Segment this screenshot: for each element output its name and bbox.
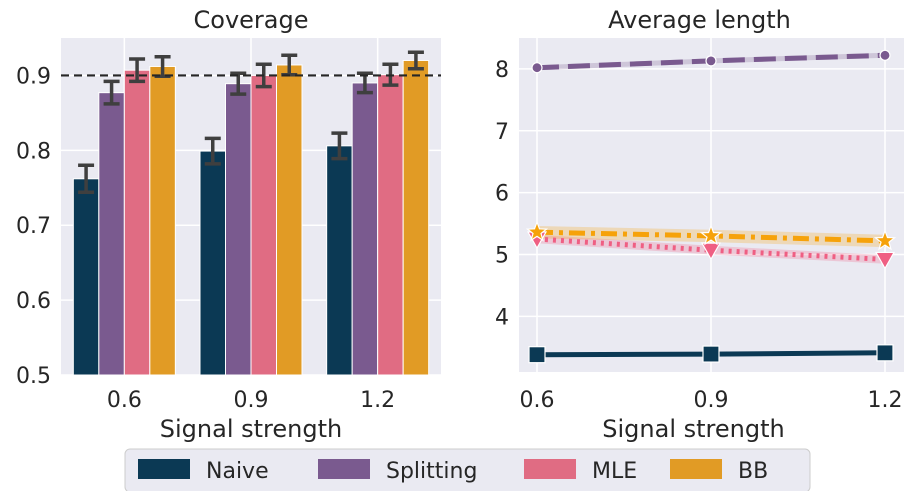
coverage-panel: 0.5 0.6 0.7 0.8 0.9 0.6 0.9 1.2 Coverage Signa… bbox=[16, 6, 441, 443]
length-marker-naive bbox=[702, 345, 720, 363]
legend-item-naive: Naive bbox=[138, 459, 269, 484]
coverage-bar-splitting bbox=[351, 82, 379, 376]
length-marker-splitting bbox=[705, 55, 717, 67]
length-marker-splitting bbox=[531, 62, 543, 74]
length-marker-bb bbox=[525, 220, 549, 242]
length-marker-bb bbox=[699, 224, 723, 246]
length-marker-naive bbox=[876, 344, 894, 362]
legend-swatch-naive bbox=[138, 459, 190, 479]
length-y-tick-label: 8 bbox=[495, 58, 509, 83]
coverage-x-label: Signal strength bbox=[160, 415, 342, 443]
coverage-bar-bb bbox=[149, 65, 176, 376]
length-title: Average length bbox=[608, 6, 791, 34]
length-y-tick-label: 7 bbox=[495, 120, 509, 145]
coverage-y-tick-label: 0.7 bbox=[16, 214, 51, 239]
length-x-tick-label: 0.6 bbox=[520, 388, 555, 413]
length-x-ticks: 0.6 0.9 1.2 bbox=[520, 388, 903, 413]
length-marker-naive bbox=[528, 346, 546, 364]
legend-label: Splitting bbox=[386, 459, 477, 484]
coverage-x-tick-label: 0.6 bbox=[107, 388, 142, 413]
coverage-y-ticks: 0.5 0.6 0.7 0.8 0.9 bbox=[16, 64, 51, 389]
length-x-tick-label: 0.9 bbox=[694, 388, 729, 413]
legend-swatch-splitting bbox=[318, 459, 370, 479]
coverage-bars bbox=[72, 59, 430, 376]
legend-label: Naive bbox=[206, 459, 269, 484]
coverage-bar-mle bbox=[123, 69, 151, 376]
length-marker-mle bbox=[874, 251, 896, 270]
coverage-bar-naive bbox=[326, 145, 353, 376]
coverage-y-tick-label: 0.6 bbox=[16, 289, 51, 314]
length-markers bbox=[525, 49, 897, 364]
length-x-tick-label: 1.2 bbox=[868, 388, 903, 413]
coverage-bar-splitting bbox=[98, 92, 125, 376]
legend-item-splitting: Splitting bbox=[318, 459, 477, 484]
coverage-bar-mle bbox=[250, 74, 277, 376]
legend-label: BB bbox=[738, 459, 768, 484]
coverage-x-ticks: 0.6 0.9 1.2 bbox=[107, 388, 395, 413]
legend-swatch-bb bbox=[670, 459, 722, 479]
length-line-mle bbox=[536, 236, 886, 262]
length-y-tick-label: 5 bbox=[495, 243, 509, 268]
length-y-ticks: 4 5 6 7 8 bbox=[495, 58, 509, 330]
coverage-bar-naive bbox=[199, 150, 226, 376]
length-marker-mle bbox=[700, 242, 722, 261]
coverage-y-tick-label: 0.5 bbox=[16, 364, 51, 389]
coverage-x-tick-label: 0.9 bbox=[234, 388, 269, 413]
coverage-y-tick-label: 0.8 bbox=[16, 139, 51, 164]
coverage-bar-bb bbox=[276, 64, 303, 376]
coverage-bar-bb bbox=[402, 59, 430, 376]
length-marker-splitting bbox=[879, 49, 891, 61]
length-y-tick-label: 4 bbox=[495, 305, 509, 330]
coverage-bar-mle bbox=[377, 74, 404, 376]
legend-item-bb: BB bbox=[670, 459, 768, 484]
coverage-bar-naive bbox=[72, 178, 100, 376]
length-panel: 4 5 6 7 8 0.6 0.9 1.2 Average length Signal st… bbox=[495, 6, 904, 443]
coverage-x-tick-label: 1.2 bbox=[360, 388, 395, 413]
legend-label: MLE bbox=[592, 459, 637, 484]
legend-swatch-mle bbox=[524, 459, 576, 479]
legend: Naive Splitting MLE BB bbox=[124, 448, 811, 491]
length-y-tick-label: 6 bbox=[495, 182, 509, 207]
legend-item-mle: MLE bbox=[524, 459, 637, 484]
coverage-bar-splitting bbox=[225, 83, 252, 376]
length-x-label: Signal strength bbox=[602, 415, 784, 443]
coverage-y-tick-label: 0.9 bbox=[16, 64, 51, 89]
coverage-title: Coverage bbox=[194, 6, 309, 34]
legend-frame bbox=[124, 448, 811, 491]
length-marker-bb bbox=[873, 229, 897, 251]
